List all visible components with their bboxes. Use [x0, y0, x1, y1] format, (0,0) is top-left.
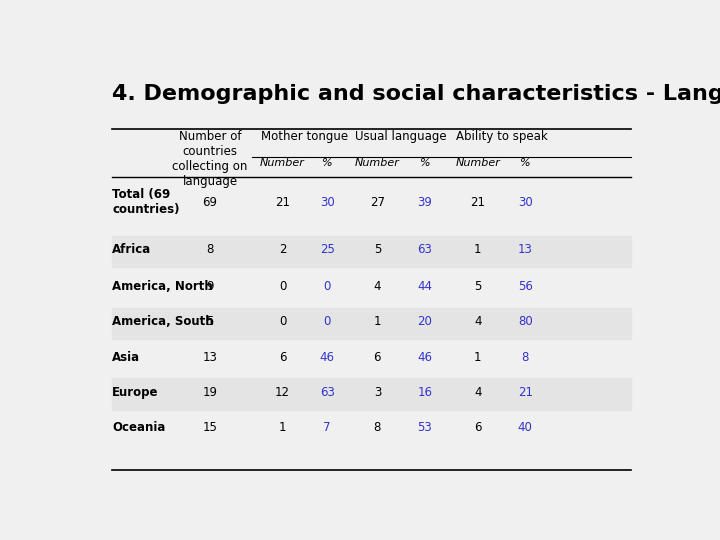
Text: 19: 19 — [202, 386, 217, 399]
Text: 63: 63 — [320, 386, 335, 399]
Text: 8: 8 — [521, 350, 529, 363]
Text: 8: 8 — [207, 244, 214, 256]
Text: 56: 56 — [518, 280, 533, 293]
Text: 21: 21 — [470, 195, 485, 208]
Text: 4: 4 — [474, 315, 482, 328]
Text: 0: 0 — [323, 280, 330, 293]
Text: 25: 25 — [320, 244, 335, 256]
Text: America, North: America, North — [112, 280, 213, 293]
Text: Number: Number — [260, 158, 305, 168]
Text: 46: 46 — [320, 350, 335, 363]
Text: 39: 39 — [418, 195, 432, 208]
Text: 13: 13 — [518, 244, 533, 256]
Text: 13: 13 — [202, 350, 217, 363]
Text: 6: 6 — [474, 421, 482, 434]
Text: 40: 40 — [518, 421, 533, 434]
Bar — [112, 183, 631, 225]
Bar — [112, 236, 631, 267]
Text: 21: 21 — [275, 195, 290, 208]
Text: 69: 69 — [202, 195, 217, 208]
Text: 0: 0 — [323, 315, 330, 328]
Text: Europe: Europe — [112, 386, 159, 399]
Text: 30: 30 — [518, 195, 533, 208]
Text: Asia: Asia — [112, 350, 140, 363]
Text: %: % — [420, 158, 430, 168]
Text: 1: 1 — [474, 350, 482, 363]
Text: 53: 53 — [418, 421, 432, 434]
Text: 0: 0 — [279, 315, 286, 328]
Bar — [112, 414, 631, 445]
Text: America, South: America, South — [112, 315, 214, 328]
Text: 1: 1 — [374, 315, 381, 328]
Text: 30: 30 — [320, 195, 335, 208]
Text: 3: 3 — [374, 386, 381, 399]
Text: 5: 5 — [374, 244, 381, 256]
Bar — [112, 272, 631, 303]
Text: 4: 4 — [474, 386, 482, 399]
Text: Mother tongue: Mother tongue — [261, 131, 348, 144]
Text: 2: 2 — [279, 244, 287, 256]
Text: 63: 63 — [418, 244, 432, 256]
Text: %: % — [322, 158, 333, 168]
Text: 1: 1 — [474, 244, 482, 256]
Text: 9: 9 — [206, 280, 214, 293]
Text: Number: Number — [455, 158, 500, 168]
Text: 27: 27 — [370, 195, 385, 208]
Bar — [112, 343, 631, 374]
Text: 12: 12 — [275, 386, 290, 399]
Text: 8: 8 — [374, 421, 381, 434]
Text: 6: 6 — [374, 350, 381, 363]
Text: 6: 6 — [279, 350, 287, 363]
Text: Number of
countries
collecting on
language: Number of countries collecting on langua… — [172, 131, 248, 188]
Text: 1: 1 — [279, 421, 287, 434]
Text: 16: 16 — [418, 386, 432, 399]
Text: Usual language: Usual language — [355, 131, 447, 144]
Text: 44: 44 — [418, 280, 432, 293]
Text: 80: 80 — [518, 315, 533, 328]
Text: Number: Number — [355, 158, 400, 168]
Bar — [112, 379, 631, 410]
Text: %: % — [520, 158, 531, 168]
Text: 46: 46 — [418, 350, 432, 363]
Text: Africa: Africa — [112, 244, 152, 256]
Text: 5: 5 — [474, 280, 482, 293]
Text: 15: 15 — [202, 421, 217, 434]
Text: Ability to speak: Ability to speak — [456, 131, 547, 144]
Text: 0: 0 — [279, 280, 286, 293]
Text: 7: 7 — [323, 421, 331, 434]
Text: Oceania: Oceania — [112, 421, 166, 434]
Bar — [112, 308, 631, 339]
Text: Total (69
countries): Total (69 countries) — [112, 188, 180, 216]
Text: 20: 20 — [418, 315, 432, 328]
Text: 4: 4 — [374, 280, 381, 293]
Text: 5: 5 — [207, 315, 214, 328]
Text: 4. Demographic and social characteristics - Language: 4. Demographic and social characteristic… — [112, 84, 720, 104]
Text: 21: 21 — [518, 386, 533, 399]
